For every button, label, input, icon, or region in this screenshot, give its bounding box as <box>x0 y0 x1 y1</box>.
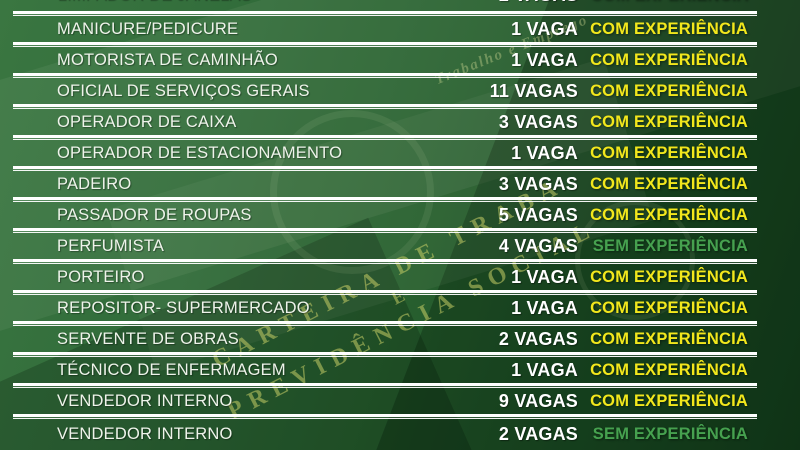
job-row: MANICURE/PEDICURE 1 VAGA COM EXPERIÊNCIA <box>0 16 800 42</box>
row-divider <box>13 228 757 233</box>
job-title: OPERADOR DE ESTACIONAMENTO <box>57 143 343 162</box>
experience-badge: COM EXPERIÊNCIA <box>590 81 748 100</box>
job-title: SERVENTE DE OBRAS <box>57 329 239 348</box>
experience-badge: COM EXPERIÊNCIA <box>590 360 748 379</box>
job-title: PORTEIRO <box>57 267 145 286</box>
vacancy-count: 3 VAGAS <box>498 173 578 194</box>
row-wrap: VENDEDOR INTERNO 9 VAGAS COM EXPERIÊNCIA <box>0 388 800 419</box>
vacancy-count: 2 VAGAS <box>498 328 578 349</box>
experience-badge: SEM EXPERIÊNCIA <box>592 425 748 443</box>
row-divider <box>13 104 757 109</box>
row-wrap: VENDEDOR INTERNO 2 VAGAS SEM EXPERIÊNCIA <box>0 419 800 450</box>
row-divider <box>13 290 757 295</box>
job-row: PASSADOR DE ROUPAS 5 VAGAS COM EXPERIÊNCIA <box>0 202 800 228</box>
vacancy-count: 11 VAGAS <box>489 80 578 101</box>
vacancy-count: 1 VAGA <box>511 297 578 318</box>
experience-badge: COM EXPERIÊNCIA <box>590 112 748 131</box>
row-divider <box>13 259 757 264</box>
job-title: OPERADOR DE CAIXA <box>57 112 237 131</box>
job-row: PORTEIRO 1 VAGA COM EXPERIÊNCIA <box>0 264 800 290</box>
job-row: PERFUMISTA 4 VAGAS SEM EXPERIÊNCIA <box>0 233 800 259</box>
row-wrap: MOTORISTA DE CAMINHÃO 1 VAGA COM EXPERIÊNC… <box>0 47 800 78</box>
experience-badge: COM EXPERIÊNCIA <box>590 298 748 317</box>
vacancy-count: 2 VAGAS <box>493 0 578 6</box>
experience-badge: COM EXPERIÊNCIA <box>590 174 748 193</box>
job-title: LIMPADOR DE JANELAS <box>57 0 493 5</box>
vacancy-count: 3 VAGAS <box>498 111 578 132</box>
row-divider <box>13 166 757 171</box>
job-title: MOTORISTA DE CAMINHÃO <box>57 50 278 69</box>
row-wrap: PORTEIRO 1 VAGA COM EXPERIÊNCIA <box>0 264 800 295</box>
row-wrap: PERFUMISTA 4 VAGAS SEM EXPERIÊNCIA <box>0 233 800 264</box>
row-divider <box>13 73 757 78</box>
row-wrap: OPERADOR DE CAIXA 3 VAGAS COM EXPERIÊNCIA <box>0 109 800 140</box>
row-wrap: SERVENTE DE OBRAS 2 VAGAS COM EXPERIÊNCIA <box>0 326 800 357</box>
row-divider <box>13 352 757 357</box>
job-row: SERVENTE DE OBRAS 2 VAGAS COM EXPERIÊNCIA <box>0 326 800 352</box>
job-row: VENDEDOR INTERNO 9 VAGAS COM EXPERIÊNCIA <box>0 388 800 414</box>
row-divider <box>13 11 757 16</box>
experience-badge: COM EXPERIÊNCIA <box>590 143 748 162</box>
experience-badge: COM EXPERIÊNCIA <box>590 205 748 224</box>
experience-badge: COM EXPERIÊNCIA <box>590 267 748 286</box>
job-title: PADEIRO <box>57 174 132 193</box>
row-divider <box>13 383 757 388</box>
vacancy-count: 5 VAGAS <box>498 204 578 225</box>
row-divider <box>13 414 757 419</box>
job-row: OPERADOR DE ESTACIONAMENTO 1 VAGA COM EXPE… <box>0 140 800 166</box>
job-title: VENDEDOR INTERNO <box>57 391 233 410</box>
experience-badge: COM EXPERIÊNCIA <box>578 0 748 5</box>
job-row: REPOSITOR- SUPERMERCADO 1 VAGA COM EXPERIÊ… <box>0 295 800 321</box>
job-title: TÉCNICO DE ENFERMAGEM <box>57 360 286 379</box>
row-divider <box>13 321 757 326</box>
row-divider <box>13 135 757 140</box>
vacancy-count: 1 VAGA <box>511 359 578 380</box>
vacancy-count: 1 VAGA <box>511 49 578 70</box>
job-row: OPERADOR DE CAIXA 3 VAGAS COM EXPERIÊNCIA <box>0 109 800 135</box>
job-row: TÉCNICO DE ENFERMAGEM 1 VAGA COM EXPERIÊNC… <box>0 357 800 383</box>
experience-badge: COM EXPERIÊNCIA <box>590 50 748 69</box>
job-title: PASSADOR DE ROUPAS <box>57 205 252 224</box>
row-wrap: REPOSITOR- SUPERMERCADO 1 VAGA COM EXPERIÊ… <box>0 295 800 326</box>
job-row: MOTORISTA DE CAMINHÃO 1 VAGA COM EXPERIÊNC… <box>0 47 800 73</box>
row-wrap: OPERADOR DE ESTACIONAMENTO 1 VAGA COM EXPE… <box>0 140 800 171</box>
vacancy-count: 4 VAGAS <box>498 235 578 256</box>
job-row: VENDEDOR INTERNO 2 VAGAS SEM EXPERIÊNCIA <box>0 419 800 450</box>
row-divider <box>13 197 757 202</box>
experience-badge: COM EXPERIÊNCIA <box>590 19 748 38</box>
row-wrap: PADEIRO 3 VAGAS COM EXPERIÊNCIA <box>0 171 800 202</box>
job-title: MANICURE/PEDICURE <box>57 19 239 38</box>
vacancy-count: 1 VAGA <box>511 266 578 287</box>
job-title: PERFUMISTA <box>57 236 165 255</box>
job-title: REPOSITOR- SUPERMERCADO <box>57 298 310 317</box>
row-divider <box>13 42 757 47</box>
job-row: OFICIAL DE SERVIÇOS GERAIS 11 VAGAS COM EX… <box>0 78 800 104</box>
job-row: PADEIRO 3 VAGAS COM EXPERIÊNCIA <box>0 171 800 197</box>
experience-badge: COM EXPERIÊNCIA <box>590 329 748 348</box>
experience-badge: COM EXPERIÊNCIA <box>590 391 748 410</box>
vacancy-count: 2 VAGAS <box>498 424 578 444</box>
row-wrap: OFICIAL DE SERVIÇOS GERAIS 11 VAGAS COM EX… <box>0 78 800 109</box>
row-wrap: PASSADOR DE ROUPAS 5 VAGAS COM EXPERIÊNCIA <box>0 202 800 233</box>
row-wrap: TÉCNICO DE ENFERMAGEM 1 VAGA COM EXPERIÊNC… <box>0 357 800 388</box>
vacancy-count: 9 VAGAS <box>498 390 578 411</box>
experience-badge: SEM EXPERIÊNCIA <box>592 236 748 255</box>
vacancy-count: 1 VAGA <box>511 142 578 163</box>
vacancy-count: 1 VAGA <box>511 18 578 39</box>
job-title: OFICIAL DE SERVIÇOS GERAIS <box>57 81 310 100</box>
row-wrap: MANICURE/PEDICURE 1 VAGA COM EXPERIÊNCIA <box>0 16 800 47</box>
job-title: VENDEDOR INTERNO <box>57 425 233 443</box>
